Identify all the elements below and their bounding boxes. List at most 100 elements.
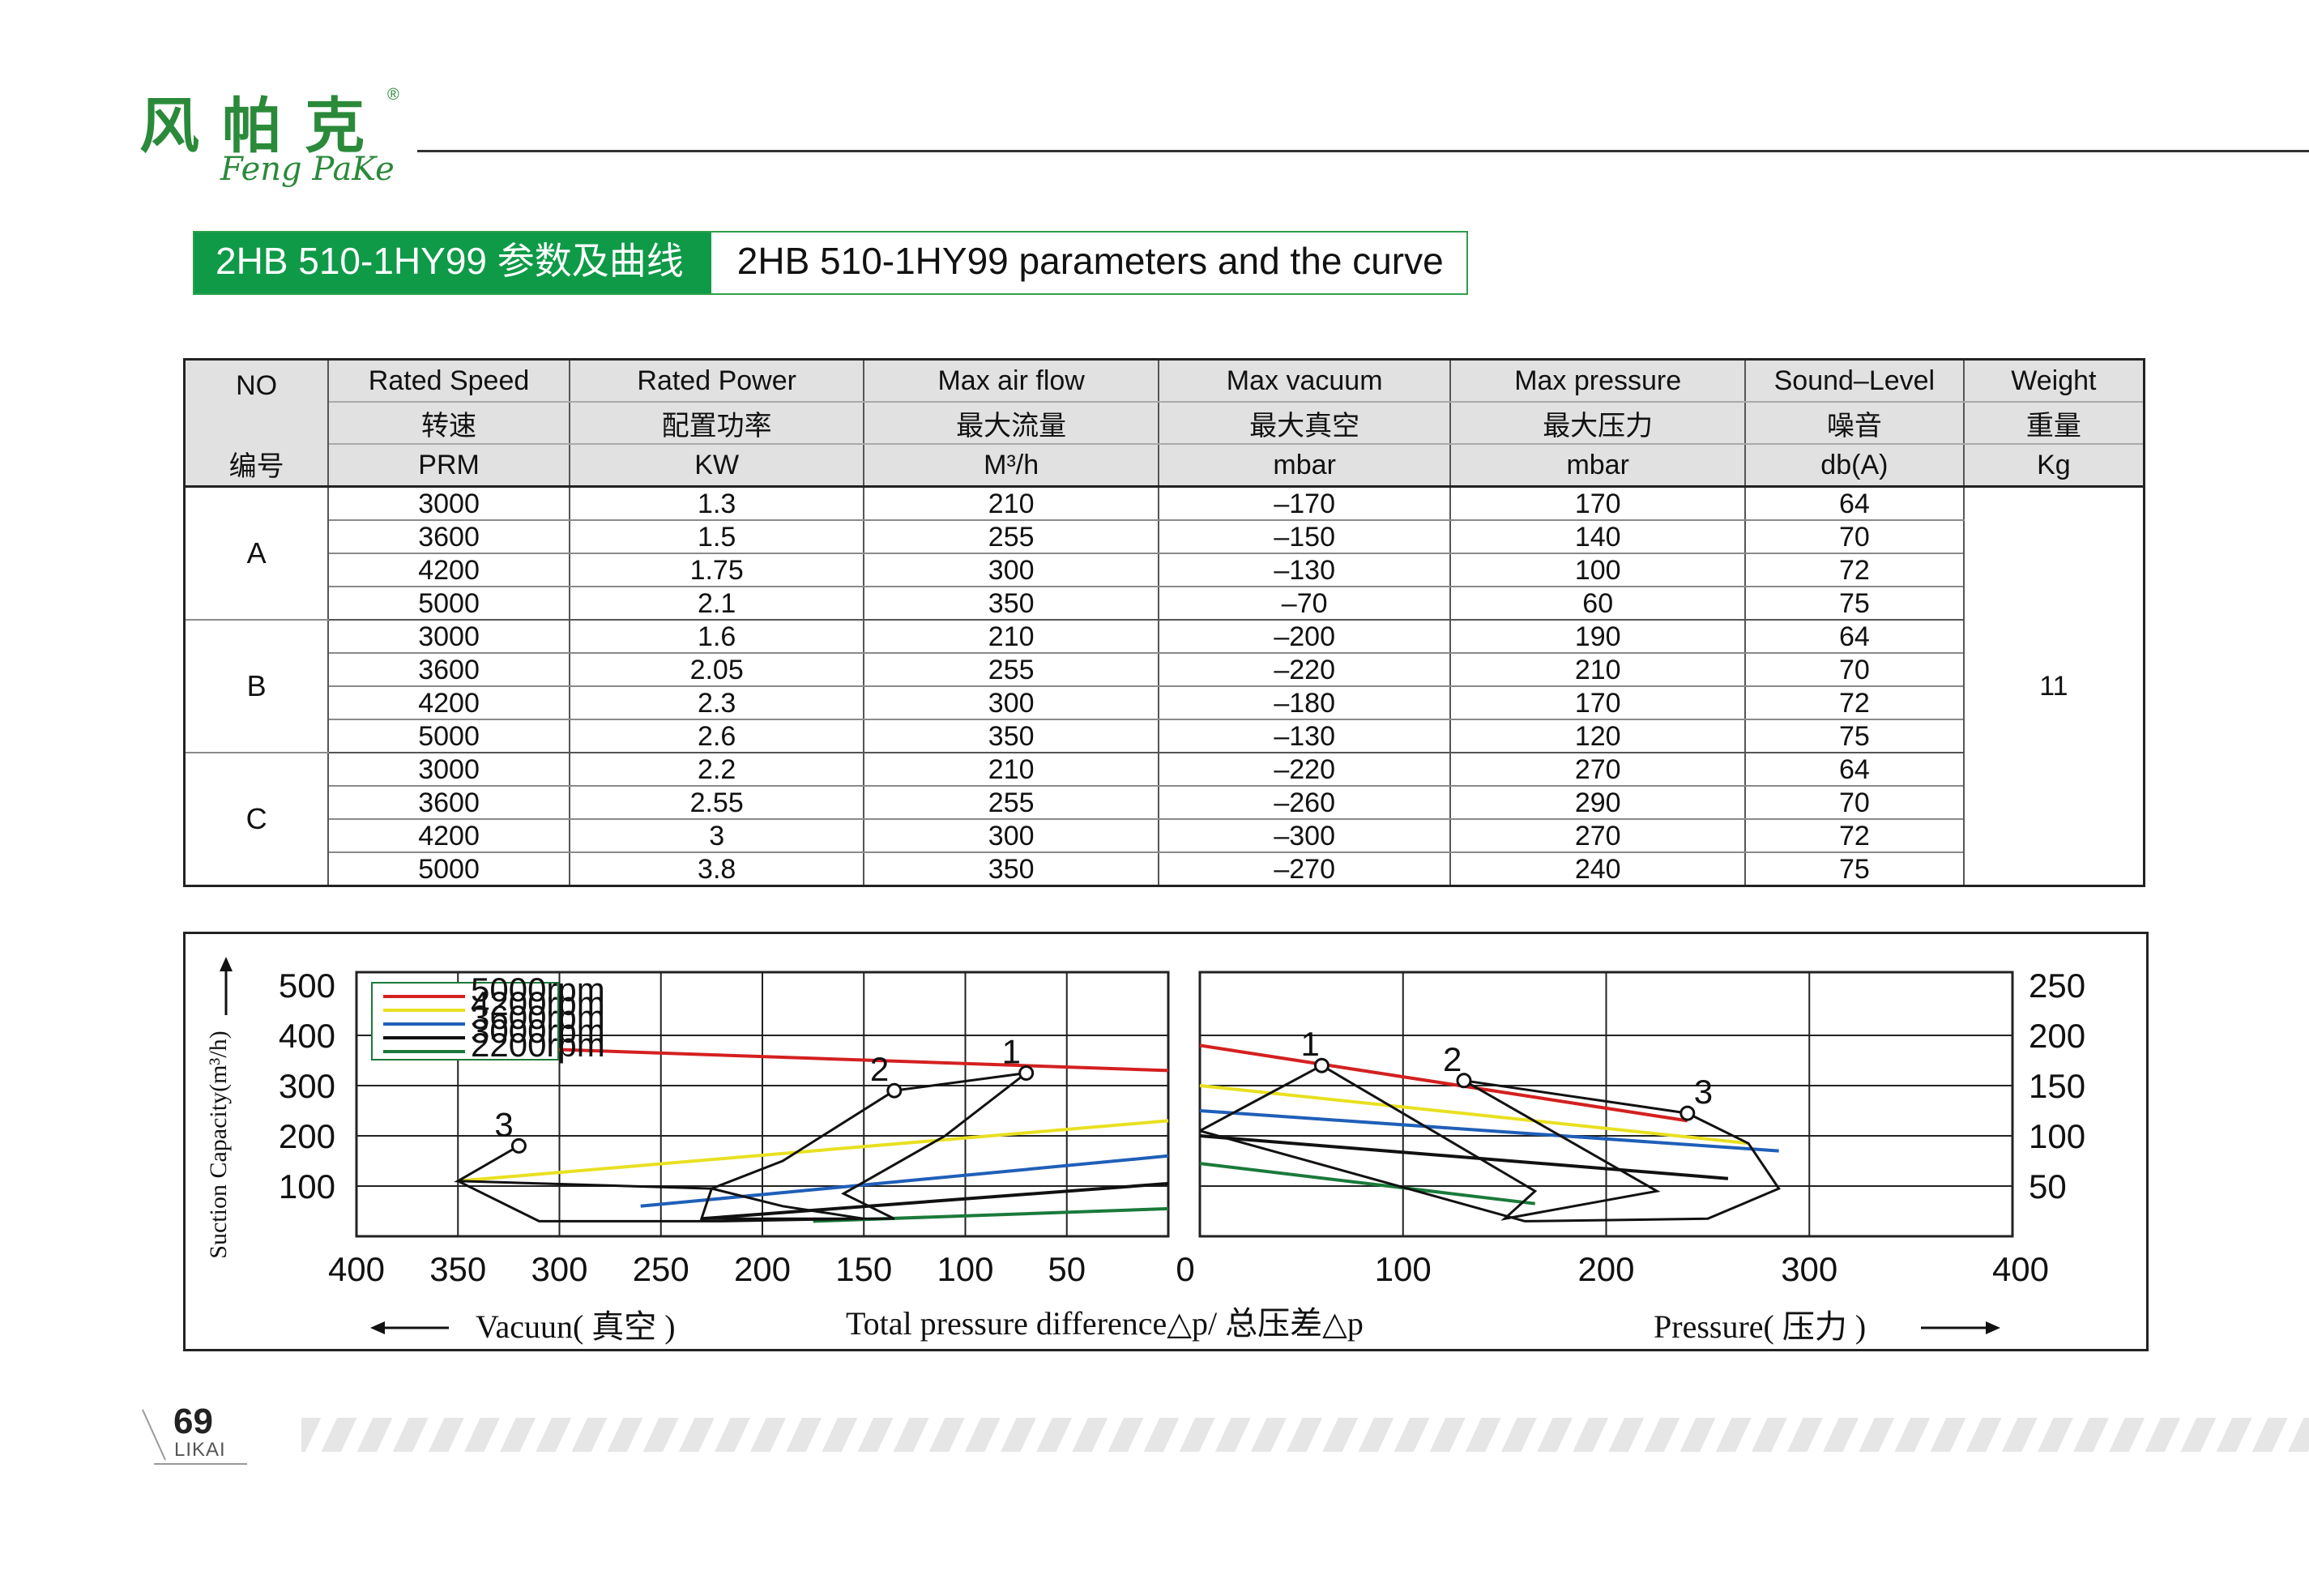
no-header-en: NO [185, 360, 329, 403]
col-header-cn: 重量 [1964, 402, 2145, 444]
table-cell: 2.55 [570, 786, 864, 819]
table-row: 3600 1.5 255 –150 140 70 [185, 520, 2145, 553]
col-header-en: Max vacuum [1159, 360, 1451, 403]
table-cell: 70 [1745, 520, 1964, 553]
table-row: 5000 3.8 350 –270 240 75 [185, 852, 2145, 886]
pressure-curve-2200rpm [1200, 1163, 1535, 1204]
table-cell: 3 [570, 819, 864, 852]
table-cell: 1.5 [570, 520, 864, 553]
table-cell: 2.2 [570, 753, 864, 786]
col-header-en: Max pressure [1450, 360, 1745, 403]
table-cell: 72 [1745, 553, 1964, 587]
vacuum-marker-3-circle [512, 1139, 525, 1152]
section-title-cn: 2HB 510-1HY99 参数及曲线 [194, 233, 711, 293]
vacuum-curve-3600rpm [641, 1156, 1168, 1206]
brand-name-en: Feng PaKe [220, 151, 395, 188]
right-y-tick: 100 [2029, 1117, 2085, 1155]
pressure-x-tick: 400 [1992, 1250, 2049, 1288]
table-cell: 255 [864, 786, 1158, 819]
left-y-tick: 100 [279, 1167, 335, 1206]
table-cell: 3.8 [570, 852, 864, 886]
table-cell: 270 [1450, 753, 1745, 786]
col-header-en: Rated Speed [328, 360, 570, 403]
table-cell: 350 [864, 587, 1158, 620]
table-cell: –200 [1159, 620, 1451, 653]
col-header-unit: KW [570, 444, 864, 487]
right-y-tick: 50 [2029, 1167, 2067, 1206]
page-number: 69 [173, 1402, 213, 1442]
col-header-en: Rated Power [570, 360, 864, 403]
table-row: 3600 2.05 255 –220 210 70 [185, 653, 2145, 686]
header-row-unit: 编号 PRM KW M³/h mbar mbar db(A) Kg [185, 444, 2145, 487]
table-cell: 4200 [328, 553, 570, 587]
vacuum-marker-2-circle [888, 1084, 901, 1097]
weight-value: 11 [1964, 487, 2145, 886]
table-row: 5000 2.1 350 –70 60 75 [185, 587, 2145, 620]
left-y-tick: 400 [279, 1017, 335, 1055]
table-row: 3600 2.55 255 –260 290 70 [185, 786, 2145, 819]
col-header-en: Max air flow [864, 360, 1158, 403]
vacuum-x-tick: 350 [429, 1250, 486, 1288]
right-y-tick: 200 [2029, 1017, 2085, 1055]
table-cell: 270 [1450, 819, 1745, 852]
y-axis-arrow-head [220, 957, 233, 971]
pressure-label: Pressure( 压力 ) [1654, 1308, 1866, 1345]
table-cell: 75 [1745, 587, 1964, 620]
table-cell: –300 [1159, 819, 1451, 852]
y-axis-label: Suction Capacity(m³/h) [205, 1031, 232, 1258]
vacuum-x-tick: 50 [1048, 1250, 1086, 1288]
vacuum-marker-1-circle [1020, 1067, 1033, 1080]
col-header-unit: M³/h [864, 444, 1158, 487]
vacuum-label: Vacuun( 真空 ) [476, 1308, 676, 1345]
table-cell: –220 [1159, 753, 1451, 786]
col-header-cn: 噪音 [1745, 402, 1964, 444]
table-row: 4200 1.75 300 –130 100 72 [185, 553, 2145, 587]
brand-logo: 风帕克 ® Feng PaKe [139, 78, 423, 199]
footer-brand: LIKAI [174, 1439, 226, 1462]
col-header-en: Sound–Level [1745, 360, 1964, 403]
col-header-unit: Kg [1964, 444, 2145, 487]
col-header-cn: 配置功率 [570, 402, 864, 444]
vacuum-arrow-head [370, 1321, 385, 1334]
table-cell: 72 [1745, 686, 1964, 719]
no-header-blank [185, 402, 329, 444]
table-cell: 255 [864, 653, 1158, 686]
table-cell: –220 [1159, 653, 1451, 686]
left-y-tick: 500 [279, 967, 335, 1005]
pressure-marker-1-label: 1 [1300, 1025, 1319, 1063]
table-row: C 3000 2.2 210 –220 270 64 [185, 753, 2145, 786]
col-header-cn: 最大压力 [1450, 402, 1745, 444]
table-cell: 70 [1745, 786, 1964, 819]
table-cell: 170 [1450, 487, 1745, 521]
total-pressure-label: Total pressure difference△p/ 总压差△p [846, 1305, 1364, 1342]
table-cell: 3600 [328, 520, 570, 553]
table-cell: 300 [864, 553, 1158, 587]
registered-mark: ® [387, 86, 399, 105]
table-cell: 75 [1745, 852, 1964, 886]
vacuum-curve-4200rpm [458, 1120, 1168, 1180]
table-cell: 210 [864, 620, 1158, 653]
pressure-curve-4200rpm [1200, 1086, 1748, 1143]
table-cell: –170 [1159, 487, 1451, 521]
vacuum-x-tick: 0 [1176, 1250, 1194, 1288]
vacuum-marker-1-label: 1 [1002, 1033, 1021, 1071]
no-header-cn: 编号 [185, 444, 329, 487]
vacuum-x-tick: 250 [633, 1250, 689, 1288]
table-cell: 3000 [328, 753, 570, 786]
table-cell: 3000 [328, 487, 570, 521]
pressure-marker-3-label: 3 [1694, 1073, 1713, 1111]
col-header-unit: db(A) [1745, 444, 1964, 487]
group-label: B [185, 620, 329, 753]
table-cell: 75 [1745, 719, 1964, 753]
header-row-cn: 转速 配置功率 最大流量 最大真空 最大压力 噪音 重量 [185, 402, 2145, 444]
table-cell: 2.05 [570, 653, 864, 686]
table-cell: 190 [1450, 620, 1745, 653]
table-cell: –180 [1159, 686, 1451, 719]
table-cell: 1.6 [570, 620, 864, 653]
table-cell: 210 [1450, 653, 1745, 686]
col-header-unit: mbar [1450, 444, 1745, 487]
pressure-marker-2-label: 2 [1443, 1040, 1462, 1078]
table-cell: 5000 [328, 852, 570, 886]
header-divider [417, 150, 2309, 152]
